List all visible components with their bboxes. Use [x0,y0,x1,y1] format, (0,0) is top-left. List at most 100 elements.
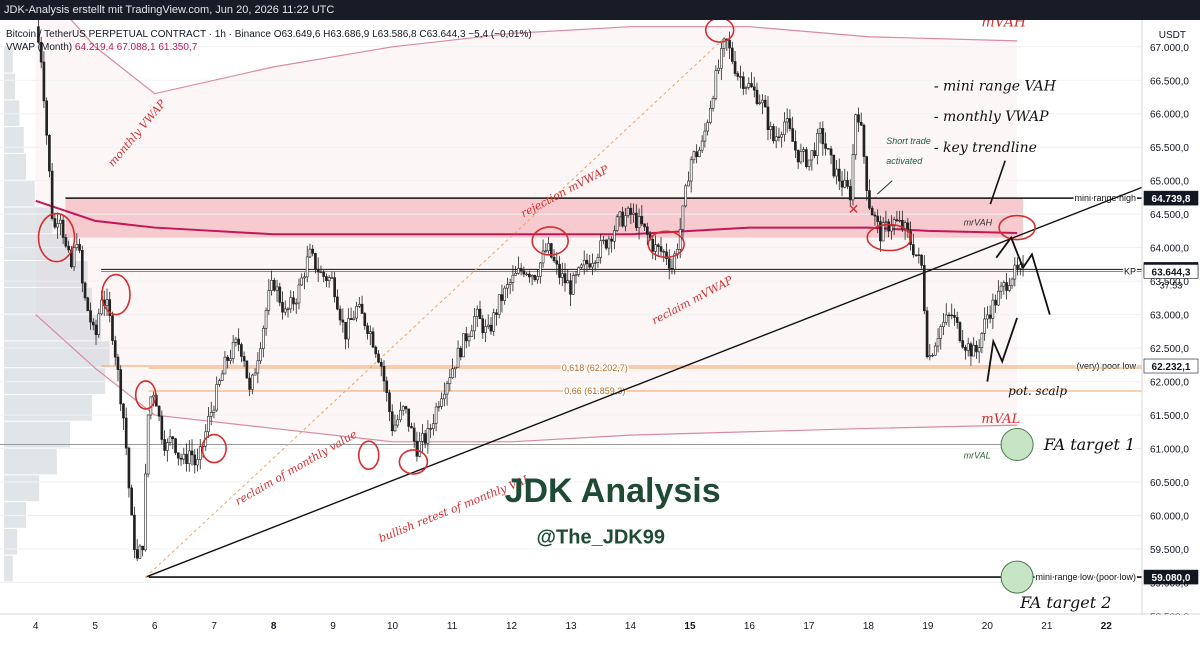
candle-body [83,282,87,299]
candle-body [124,417,128,449]
candle-body [261,327,265,349]
candle-body [111,315,114,341]
candle-body [862,124,866,157]
annotation-confluence: - monthly VWAP [934,109,1049,125]
candle-body [157,405,161,417]
candle-body [626,207,630,216]
candle-body [404,406,408,410]
candle-body [212,409,216,413]
candle-body [783,121,786,135]
candle-body [933,345,937,356]
candle-body [986,314,989,320]
candle-body [119,369,123,405]
candle-body [396,419,400,426]
candle-body [229,358,232,361]
candle-body [174,438,177,454]
candle-body [443,393,446,400]
price-tag [1143,190,1199,206]
fib-anchor-line [145,36,726,578]
candle-body [997,290,1000,306]
candle-body [316,268,320,273]
candle-body [593,262,597,264]
candle-body [294,302,298,305]
candle-body [730,47,734,62]
y-tick-label: 65.000,0 [1150,177,1189,188]
candle-body [264,309,268,329]
candle-body [774,136,778,142]
candle-body [176,452,180,459]
candle-body [303,276,306,279]
candle-body [190,450,194,456]
candle-body [741,76,745,89]
annotation-short-trade: activated [886,156,923,166]
candle-body [270,279,273,291]
candle-body [344,321,347,340]
candle-body [338,308,342,321]
candle-body [796,149,800,163]
candle-body [920,254,923,266]
annotation-mrval: mrVAL [964,451,991,461]
short-trade-arrow [876,180,893,195]
legend-ohlc: O63.649,6 H63.686,9 L63.586,8 C63.644,3 … [273,29,532,40]
candle-body [895,219,899,222]
candle-body [582,259,586,266]
candle-body [286,308,290,310]
candle-body [379,361,383,367]
projected-path-up [986,317,1018,382]
candle-body [278,286,282,303]
candle-body [135,549,139,559]
candle-body [670,267,674,270]
y-tick-label: 63.000,0 [1150,311,1189,322]
candle-body [744,87,748,89]
price-tag [1143,264,1199,279]
chart-legend: Bitcoin / TetherUS PERPETUAL CONTRACT · … [6,28,532,54]
candle-body [234,338,238,343]
volume-profile-bar [4,555,13,582]
candle-body [237,338,240,345]
candle-body [851,154,855,201]
candle-body [591,263,594,268]
candle-body [994,299,997,306]
axis-layer: 58.500,059.000,059.500,060.000,060.500,0… [0,20,1200,636]
candle-body [401,406,405,411]
target-1-circle [1000,428,1034,462]
candle-body [325,276,328,282]
candle-body [571,275,575,295]
candle-body [547,243,550,252]
y-tick-label: 62.000,0 [1150,378,1189,389]
candle-body [267,290,271,311]
trendline [145,186,1143,578]
candle-body [437,406,441,408]
candle-body [163,439,166,451]
candle-body [618,211,622,218]
candle-body [805,149,808,167]
candle-body [519,268,523,272]
candle-body [56,223,59,228]
candle-body [717,67,720,71]
candle-body [432,423,435,429]
candle-body [78,244,81,251]
candle-body [421,433,424,442]
candle-body [624,215,627,227]
candle-body [196,459,199,466]
candle-body [530,275,534,278]
candle-body [892,219,896,227]
candle-body [955,317,959,323]
candle-body [678,229,682,250]
candle-body [357,303,361,307]
y-axis-bg [1142,20,1200,636]
chart-svg[interactable]: mini range high64.739,863.674,9KP63.644,… [0,20,1200,656]
candle-body [209,412,213,417]
candle-body [791,128,794,142]
candle-body [39,41,43,63]
candle-body [780,134,784,138]
chart-area[interactable]: mini range high64.739,863.674,9KP63.644,… [0,20,1200,656]
fib-label: 0,618 (62.202,7) [562,363,628,373]
x-tick-label: 11 [447,621,458,632]
candle-body [525,273,528,276]
candle-body [802,149,805,152]
candle-body [456,347,460,368]
confluence-circle [998,214,1036,241]
candle-body [478,308,482,320]
candle-body [643,223,646,228]
